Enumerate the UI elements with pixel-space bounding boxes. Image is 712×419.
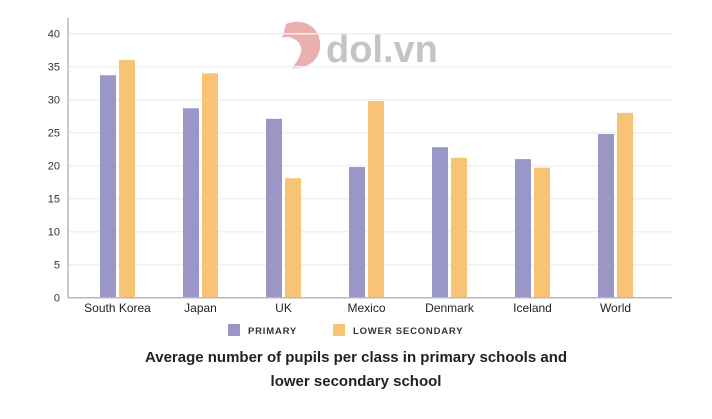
bar-primary <box>432 147 448 298</box>
x-tick-label: South Korea <box>84 301 151 315</box>
bar-primary <box>349 167 365 298</box>
watermark-logo-icon <box>282 21 321 69</box>
y-tick-label: 0 <box>54 293 60 305</box>
bar-lower-secondary <box>119 60 135 298</box>
chart-title-line-1: Average number of pupils per class in pr… <box>144 349 568 366</box>
bar-chart: dol.vn 0 5 10 15 20 25 30 35 40 South Korea Japan UK… <box>48 18 672 337</box>
bar-primary <box>515 159 531 298</box>
chart-title-line-2: lower secondary school <box>270 373 442 390</box>
bar-primary <box>266 118 282 298</box>
bar-primary <box>598 134 614 298</box>
chart-title: Average number of pupils per class in pr… <box>0 346 712 394</box>
legend-swatch <box>333 324 345 336</box>
y-tick-label: 25 <box>48 128 60 140</box>
bar-lower-secondary <box>617 112 633 298</box>
x-tick-label: Mexico <box>347 301 385 315</box>
bar-primary <box>183 108 199 298</box>
watermark-text: dol.vn <box>326 29 438 71</box>
bar-lower-secondary <box>285 178 301 298</box>
y-tick-label: 15 <box>48 194 60 206</box>
y-tick-label: 30 <box>48 95 60 107</box>
y-tick-label: 10 <box>48 227 60 239</box>
y-tick-label: 40 <box>48 29 60 41</box>
y-tick-label: 20 <box>48 161 60 173</box>
bar-lower-secondary <box>202 73 218 298</box>
x-tick-label: Denmark <box>425 301 475 315</box>
y-tick-label: 35 <box>48 62 60 74</box>
x-tick-label: UK <box>275 301 292 315</box>
x-tick-label: Iceland <box>513 301 552 315</box>
legend-label: PRIMARY <box>248 326 297 337</box>
bar-lower-secondary <box>534 167 550 298</box>
bar-primary <box>100 75 116 298</box>
x-tick-label: Japan <box>184 301 217 315</box>
legend-swatch <box>228 324 240 336</box>
x-tick-label: World <box>600 301 631 315</box>
bar-lower-secondary <box>368 101 384 298</box>
legend-label: LOWER SECONDARY <box>353 326 463 337</box>
y-tick-label: 5 <box>54 260 60 272</box>
bar-lower-secondary <box>451 157 467 298</box>
